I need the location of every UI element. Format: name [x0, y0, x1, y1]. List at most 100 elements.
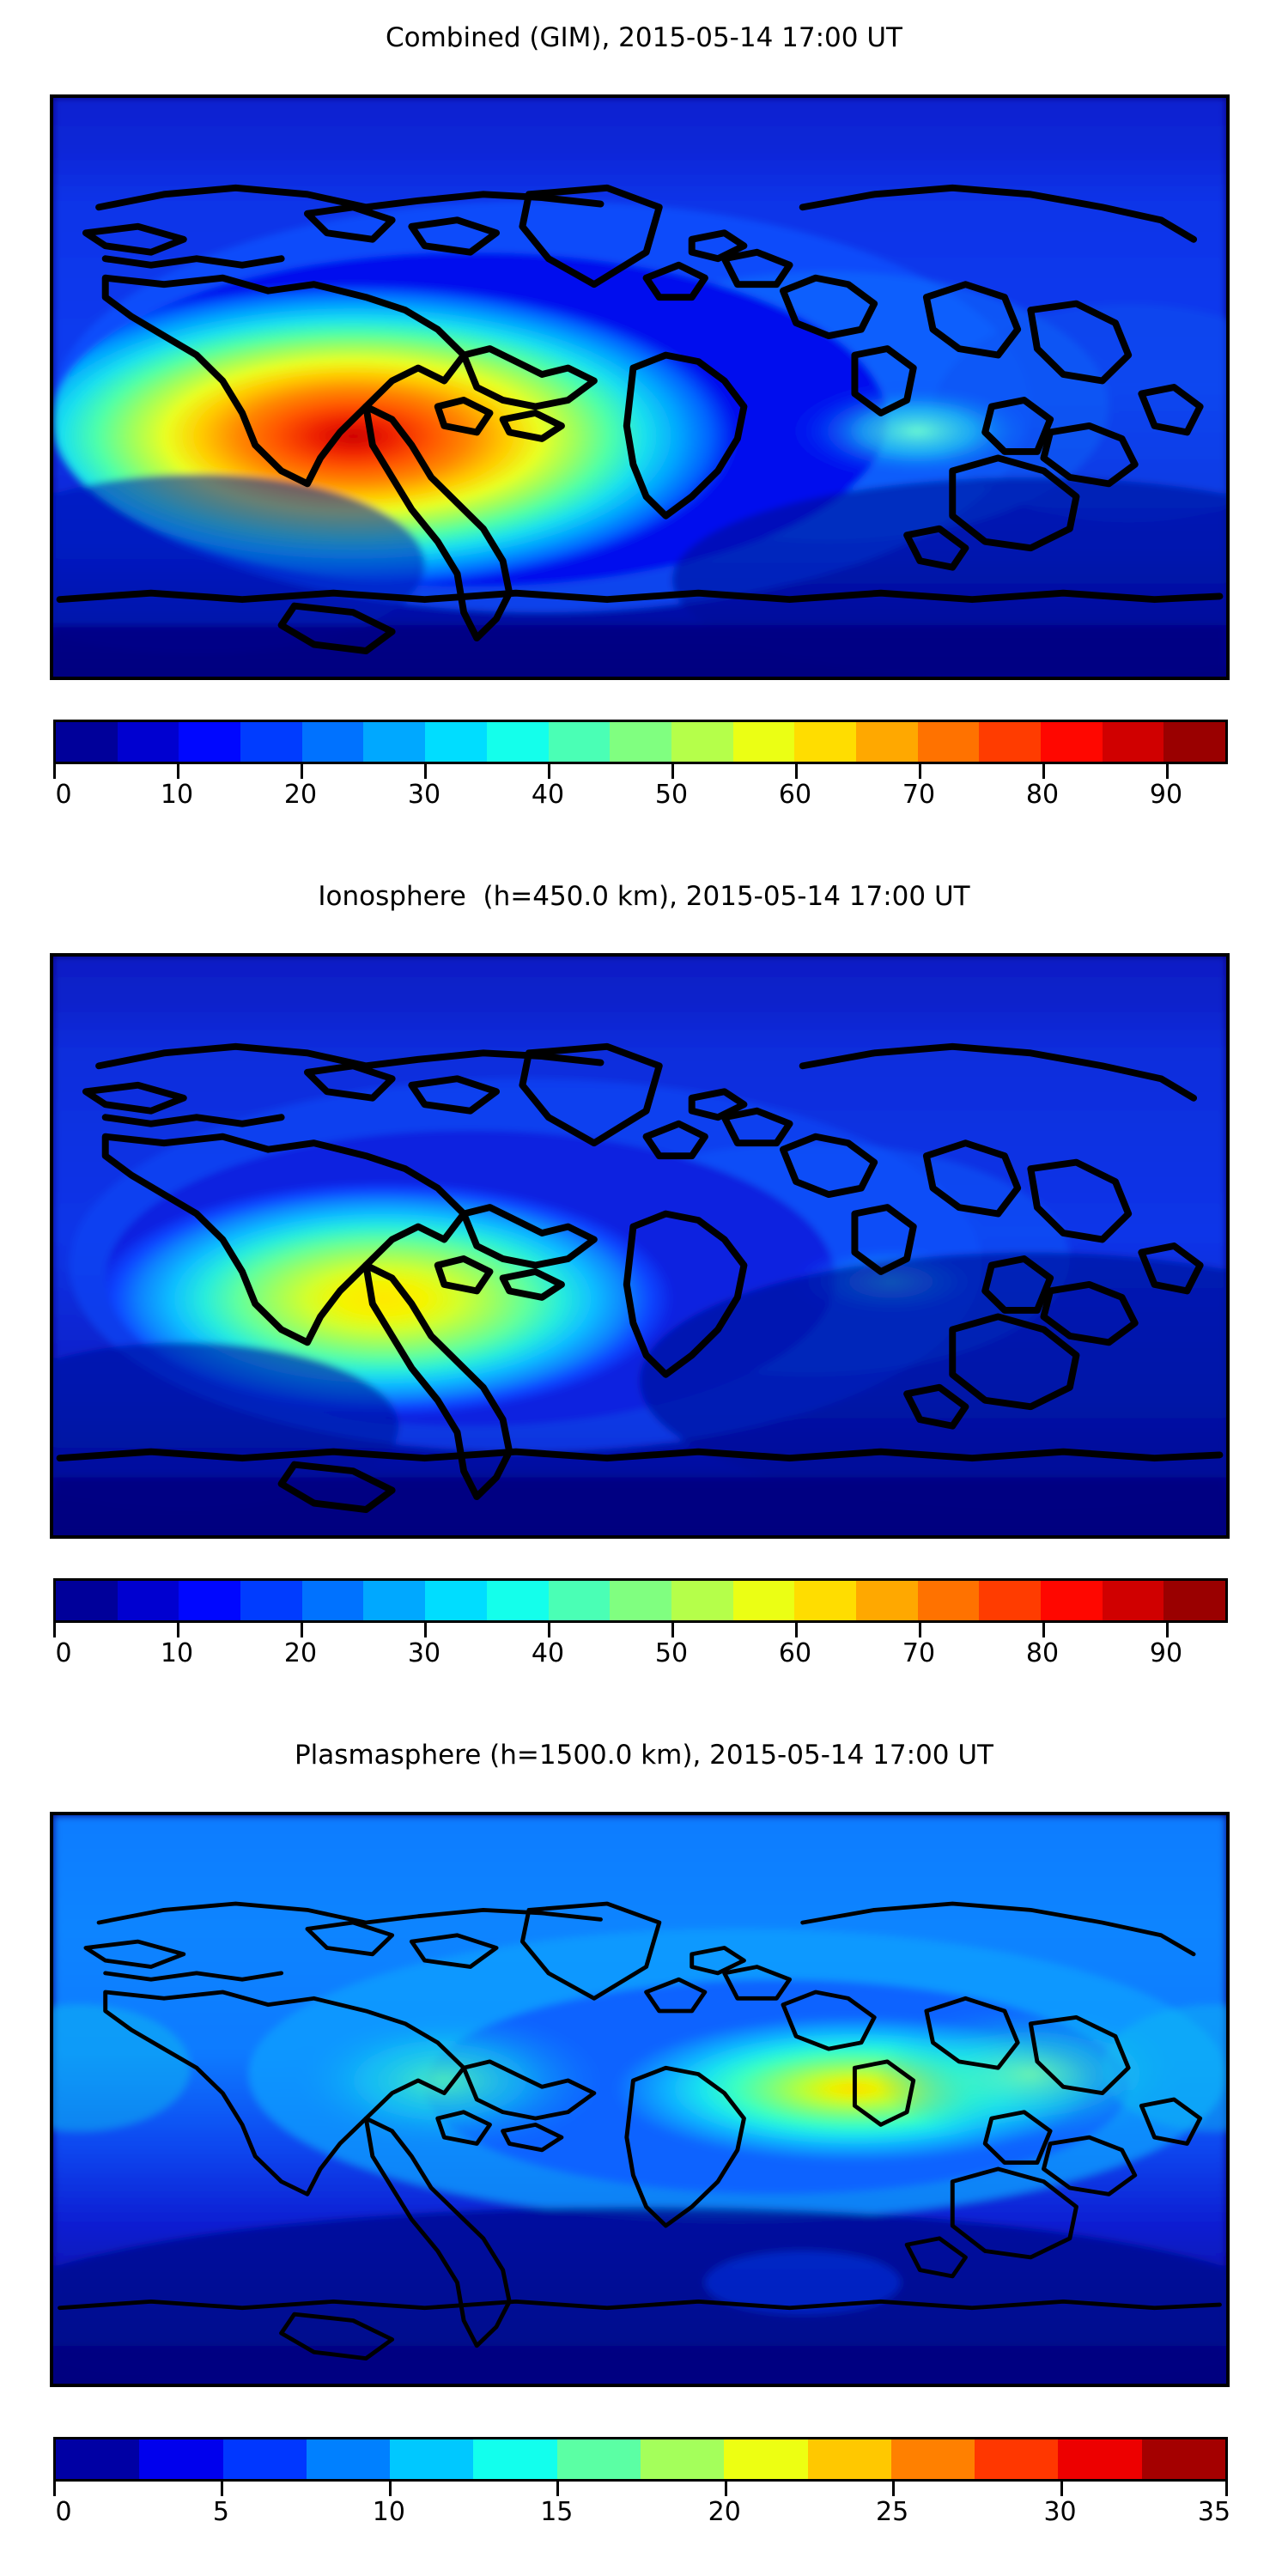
colorbar-tick [424, 764, 427, 779]
colorbar-segment [56, 1581, 118, 1620]
colorbar-tick-label: 20 [708, 2497, 741, 2527]
colorbar-tick-label: 40 [531, 1638, 565, 1668]
colorbar-tick-label: 60 [778, 1638, 812, 1668]
colorbar-segment [56, 2439, 140, 2479]
colorbar-plasmasphere: 0 5 10 15 20 25 30 35 [53, 2437, 1231, 2533]
colorbar-tick-label: 40 [531, 780, 565, 810]
colorbar-segment [732, 1581, 795, 1620]
colorbar-tick [301, 764, 303, 779]
colorbar-segment [363, 722, 426, 762]
colorbar-segment [671, 722, 733, 762]
colorbar-tick-label: 35 [1197, 2497, 1231, 2527]
colorbar-segment [1041, 1581, 1103, 1620]
colorbar-segment [1102, 1581, 1164, 1620]
panel-combined-title: Combined (GIM), 2015-05-14 17:00 UT [386, 22, 902, 53]
colorbar-tick [892, 2482, 896, 2496]
colorbar-segment [890, 2439, 975, 2479]
colorbar-tick [548, 764, 550, 779]
colorbar-segment [301, 1581, 364, 1620]
colorbar-combined-axis: 0 10 20 30 40 50 60 70 80 90 [53, 764, 1228, 816]
colorbar-tick-label: 70 [902, 780, 936, 810]
colorbar-segment [486, 722, 549, 762]
colorbar-tick [53, 1623, 56, 1637]
colorbar-segment [640, 2439, 725, 2479]
colorbar-segment [301, 722, 364, 762]
colorbar-tick-label: 90 [1149, 780, 1183, 810]
colorbar-segment [671, 1581, 733, 1620]
colorbar-segment [724, 2439, 808, 2479]
colorbar-ionosphere: 0 10 20 30 40 50 60 70 80 90 [53, 1578, 1228, 1674]
colorbar-segment [306, 2439, 391, 2479]
colorbar-segment [1163, 1581, 1225, 1620]
colorbar-tick-label: 20 [283, 1638, 318, 1668]
colorbar-tick-label: 0 [55, 1638, 72, 1668]
colorbar-tick-label: 0 [55, 2497, 72, 2527]
colorbar-ionosphere-bar[interactable] [53, 1578, 1228, 1623]
colorbar-segment [979, 1581, 1041, 1620]
colorbar-segment [855, 722, 918, 762]
colorbar-plasmasphere-bar[interactable] [53, 2437, 1228, 2482]
colorbar-segment [917, 722, 980, 762]
colorbar-tick [388, 2482, 392, 2496]
colorbar-tick [795, 764, 798, 779]
colorbar-segment [556, 2439, 641, 2479]
colorbar-plasmasphere-axis: 0 5 10 15 20 25 30 35 [53, 2482, 1231, 2533]
colorbar-segment [240, 722, 302, 762]
colorbar-tick [795, 1623, 798, 1637]
colorbar-segment [486, 1581, 549, 1620]
colorbar-segment [979, 722, 1041, 762]
colorbar-tick-label: 20 [283, 780, 318, 810]
colorbar-segment [117, 1581, 179, 1620]
colorbar-combined-bar[interactable] [53, 720, 1228, 764]
colorbar-segment [425, 722, 487, 762]
colorbar-segment [610, 1581, 671, 1620]
panel-ionosphere-title: Ionosphere (h=450.0 km), 2015-05-14 17:0… [318, 881, 970, 912]
colorbar-tick [1166, 1623, 1169, 1637]
colorbar-segment [1058, 2439, 1142, 2479]
colorbar-segment [363, 1581, 426, 1620]
map-ionosphere[interactable] [50, 953, 1230, 1539]
colorbar-tick [221, 2482, 224, 2496]
colorbar-segment [179, 1581, 241, 1620]
colorbar-tick [1042, 1623, 1045, 1637]
colorbar-tick-label: 90 [1149, 1638, 1183, 1668]
map-combined[interactable] [50, 94, 1230, 680]
colorbar-segment [117, 722, 179, 762]
colorbar-segment [1141, 2439, 1225, 2479]
colorbar-tick [424, 1623, 427, 1637]
colorbar-segment [1102, 722, 1164, 762]
colorbar-tick [671, 1623, 674, 1637]
colorbar-segment [807, 2439, 891, 2479]
colorbar-tick [53, 764, 56, 779]
colorbar-tick [1225, 2482, 1228, 2496]
colorbar-tick [301, 1623, 303, 1637]
colorbar-tick-label: 5 [212, 2497, 229, 2527]
colorbar-tick-label: 70 [902, 1638, 936, 1668]
map-plasmasphere[interactable] [50, 1812, 1230, 2387]
colorbar-tick [177, 1623, 179, 1637]
colorbar-segment [855, 1581, 918, 1620]
colorbar-segment [548, 1581, 611, 1620]
colorbar-tick-label: 10 [160, 780, 194, 810]
colorbar-segment [56, 722, 118, 762]
colorbar-tick [1166, 764, 1169, 779]
colorbar-segment [917, 1581, 980, 1620]
colorbar-tick-label: 10 [372, 2497, 405, 2527]
colorbar-segment [139, 2439, 223, 2479]
colorbar-tick [1042, 764, 1045, 779]
colorbar-segment [240, 1581, 302, 1620]
colorbar-segment [975, 2439, 1059, 2479]
colorbar-segment [1041, 722, 1103, 762]
map-plasmasphere-svg [53, 1815, 1226, 2384]
colorbar-tick [53, 2482, 56, 2496]
colorbar-tick-label: 50 [654, 780, 689, 810]
colorbar-tick-label: 15 [540, 2497, 574, 2527]
coastlines-ionosphere [56, 1042, 1224, 1513]
colorbar-tick-label: 50 [654, 1638, 689, 1668]
colorbar-segment [425, 1581, 487, 1620]
colorbar-tick [919, 1623, 921, 1637]
colorbar-tick-label: 30 [407, 780, 441, 810]
colorbar-segment [473, 2439, 557, 2479]
colorbar-tick [1060, 2482, 1063, 2496]
